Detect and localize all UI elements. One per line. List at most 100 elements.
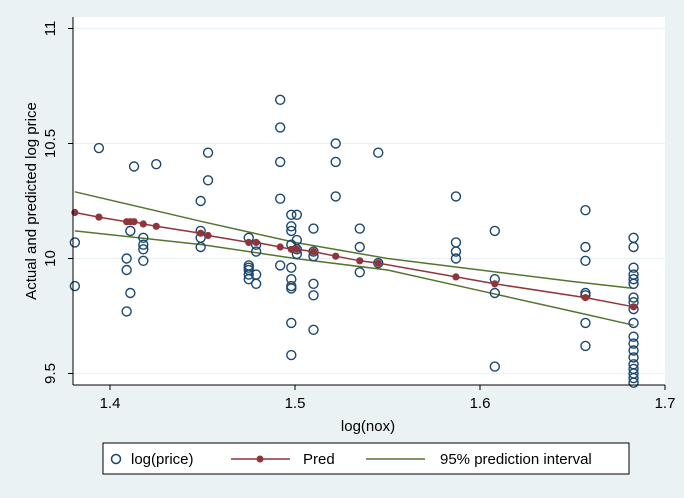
pred-point: [95, 213, 103, 221]
observed-point: [291, 209, 303, 221]
pred-point: [629, 303, 638, 311]
pred-point: [287, 245, 295, 253]
y-tick-label: 10.5: [42, 129, 59, 158]
observed-point: [195, 241, 206, 253]
pred-point: [581, 294, 590, 302]
observed-point: [450, 191, 462, 202]
observed-point: [275, 156, 286, 168]
observed-point: [121, 264, 132, 276]
observed-point: [308, 290, 319, 301]
observed-point: [69, 280, 81, 292]
observed-point: [628, 377, 639, 388]
pred-point: [204, 231, 212, 240]
observed-point: [489, 225, 500, 237]
pred-series: [71, 208, 638, 311]
pred-point: [245, 238, 253, 246]
observed-point: [138, 255, 149, 266]
observed-point: [151, 158, 162, 170]
y-tick-label: 9.5: [42, 363, 59, 384]
observed-point: [628, 292, 639, 303]
pred-point: [197, 229, 205, 237]
interval-upper-line: [74, 191, 634, 290]
legend-pred-label: Pred: [303, 451, 335, 468]
observed-point: [202, 147, 214, 158]
observed-point: [202, 175, 214, 186]
observed-point: [330, 156, 341, 168]
observed-point: [93, 142, 105, 154]
pred-point: [374, 259, 382, 267]
observed-point: [138, 244, 149, 255]
legend: log(price) Pred 95% prediction interval: [102, 442, 630, 475]
pred-point: [139, 220, 147, 228]
axes: 9.5 10 10.5 11 1.4 1.5 1.6 1.7: [42, 17, 675, 412]
gridlines: [73, 27, 665, 375]
pred-point: [491, 280, 499, 288]
observed-point: [354, 241, 365, 253]
prediction-interval-lines: [74, 191, 634, 326]
observed-point: [580, 255, 591, 266]
legend-box: [102, 442, 630, 475]
observed-point: [450, 253, 462, 264]
observed-point: [138, 239, 149, 250]
observed-point: [286, 262, 297, 273]
pred-point: [293, 245, 301, 253]
observed-point: [489, 361, 500, 372]
x-tick-label: 1.4: [100, 395, 121, 412]
pred-point: [152, 222, 160, 230]
legend-interval-label: 95% prediction interval: [440, 451, 592, 468]
pred-point: [309, 248, 318, 256]
observed-point: [330, 191, 341, 202]
observed-point: [243, 274, 254, 285]
observed-point: [628, 241, 639, 253]
y-axis-title: Actual and predicted log price: [23, 102, 40, 300]
pred-point: [71, 208, 79, 217]
observed-point: [275, 122, 286, 133]
pred-point: [356, 257, 364, 265]
pred-point: [332, 252, 340, 260]
observed-point: [580, 317, 591, 329]
observed-point: [286, 221, 297, 232]
observed-point: [286, 209, 297, 221]
observed-point: [125, 225, 136, 237]
observed-point: [286, 225, 297, 237]
y-tick-label: 11: [42, 21, 59, 37]
observed-point: [121, 306, 132, 317]
pred-point: [252, 238, 260, 246]
x-axis-title: log(nox): [341, 418, 395, 435]
observed-point: [628, 317, 639, 329]
legend-observed-marker: [110, 453, 122, 465]
legend-observed-label: log(price): [131, 451, 194, 468]
observed-point: [286, 349, 297, 361]
observed-point: [628, 338, 639, 349]
observed-point: [580, 241, 591, 253]
observed-point: [628, 345, 639, 356]
observed-point: [628, 278, 639, 289]
observed-point: [628, 262, 639, 273]
observed-point: [250, 278, 262, 289]
x-tick-label: 1.5: [285, 395, 306, 412]
observed-point: [373, 147, 384, 158]
observed-point: [580, 204, 591, 216]
observed-point: [69, 237, 81, 248]
observed-point: [121, 253, 132, 264]
observed-point: [308, 278, 319, 289]
pred-point: [276, 243, 284, 251]
legend-pred-marker: [256, 455, 264, 463]
pred-point: [130, 218, 138, 226]
plot-area: [73, 17, 665, 385]
observed-point: [195, 195, 206, 207]
x-tick-label: 1.7: [655, 395, 676, 412]
observed-point: [243, 269, 254, 280]
observed-points: [69, 94, 639, 388]
observed-point: [308, 223, 319, 234]
interval-lower-line: [74, 230, 634, 326]
observed-point: [580, 340, 591, 352]
observed-point: [250, 246, 262, 257]
pred-point: [452, 273, 460, 281]
observed-point: [138, 232, 149, 244]
observed-point: [128, 161, 140, 172]
observed-point: [354, 223, 365, 234]
observed-point: [330, 138, 341, 149]
observed-point: [628, 372, 639, 384]
